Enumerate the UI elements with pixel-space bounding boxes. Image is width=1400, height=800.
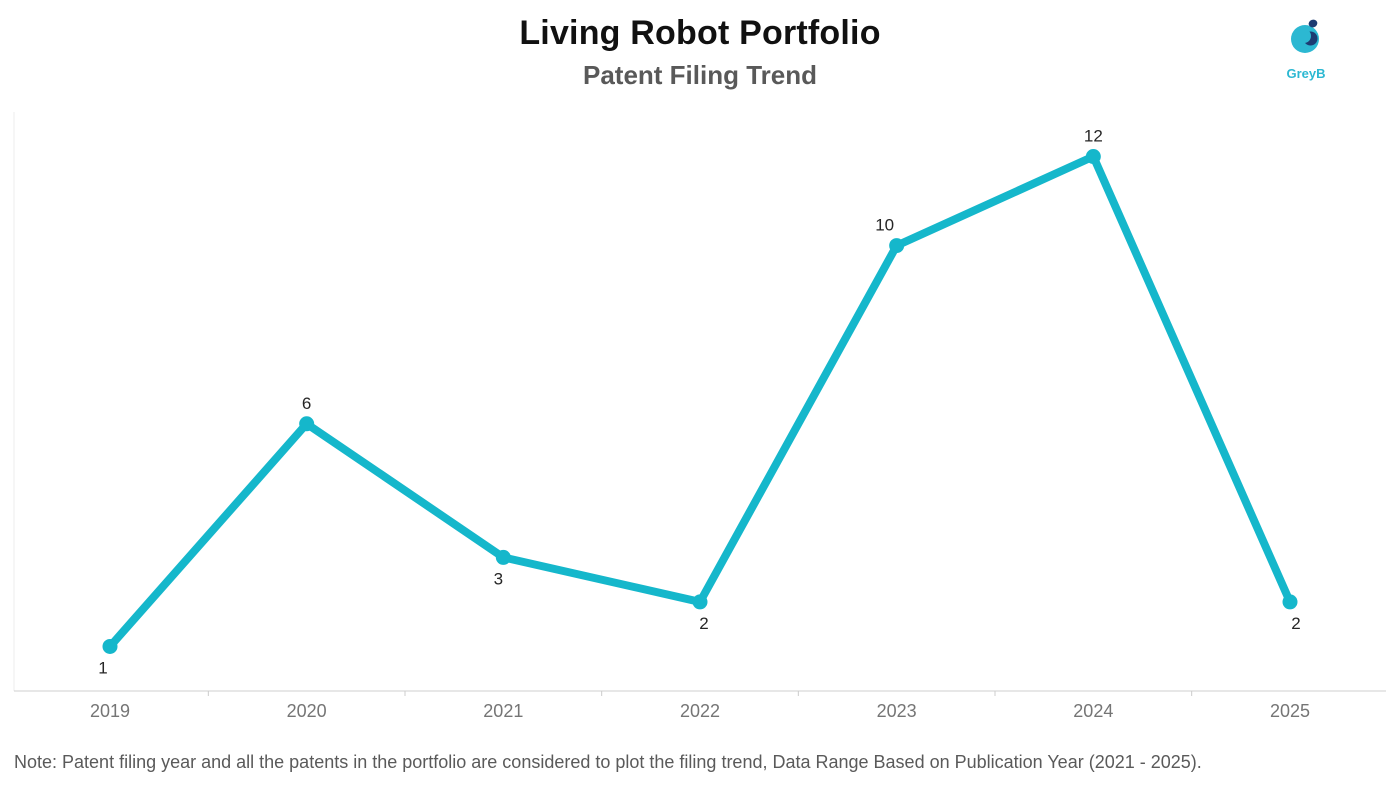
x-axis-label: 2021 [483,701,523,721]
data-point-2023[interactable] [889,238,905,254]
data-value-label: 6 [302,394,311,413]
data-point-2024[interactable] [1085,149,1101,165]
page-title: Living Robot Portfolio [519,14,881,52]
greyb-logo-text: GreyB [1286,66,1326,81]
data-value-label: 1 [98,658,107,677]
data-point-2021[interactable] [495,549,511,565]
x-axis-label: 2020 [287,701,327,721]
data-value-label: 2 [699,614,708,633]
footnote: Note: Patent filing year and all the pat… [14,752,1202,772]
data-point-2022[interactable] [692,594,708,610]
trend-chart-svg: 2019 2020 2021 2022 2023 2024 2025 1 6 3 2 10 12 2 [13,112,1386,721]
x-axis-label: 2023 [877,701,917,721]
data-point-2025[interactable] [1282,594,1298,610]
data-value-label: 2 [1291,614,1300,633]
data-value-label: 3 [494,569,503,588]
data-point-2019[interactable] [102,638,118,654]
chart-header: Living Robot Portfolio Patent Filing Tre… [0,14,1400,91]
greyb-logo: GreyB [1272,16,1340,81]
x-axis-label: 2022 [680,701,720,721]
x-axis-label: 2019 [90,701,130,721]
page-subtitle: Patent Filing Trend [582,60,817,90]
x-axis-label: 2025 [1270,701,1310,721]
trend-line [106,152,1295,651]
data-point-2020[interactable] [299,416,315,432]
data-value-label: 10 [875,216,894,235]
x-axis-label: 2024 [1073,701,1113,721]
data-value-label: 12 [1084,127,1103,146]
greyb-logo-icon [1291,19,1319,53]
